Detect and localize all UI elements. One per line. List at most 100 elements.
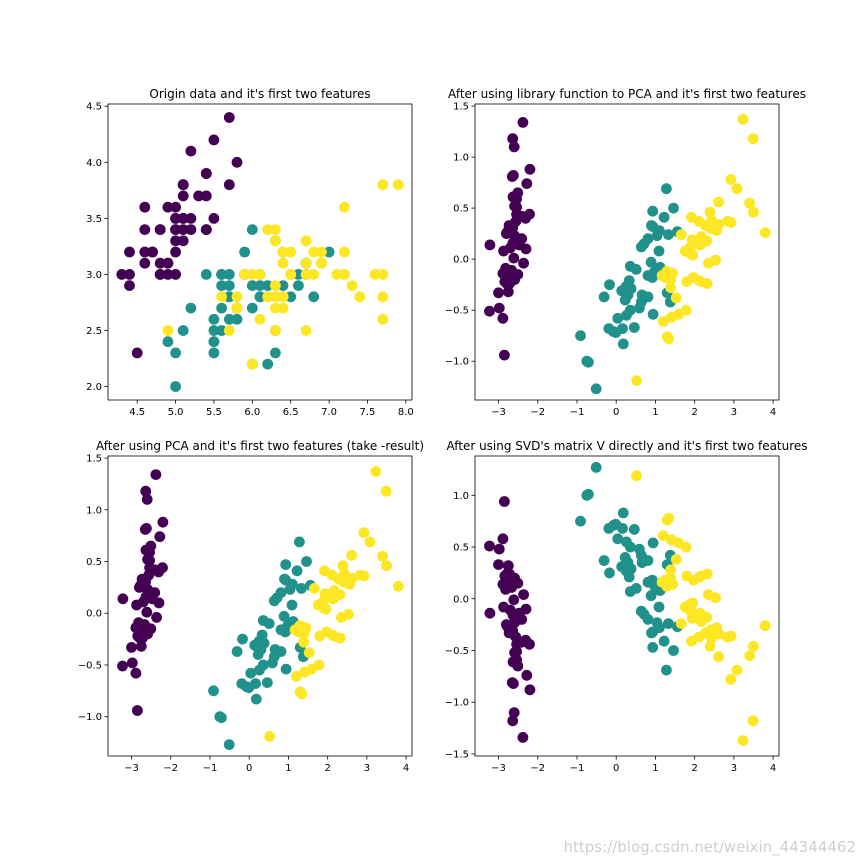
data-point-class-2: [377, 313, 389, 325]
data-point-class-1: [223, 291, 235, 303]
data-point-class-0: [231, 156, 243, 168]
data-point-class-0: [499, 276, 511, 287]
data-point-class-0: [507, 133, 519, 145]
axes-frame: [107, 103, 413, 401]
data-point-class-2: [328, 630, 340, 642]
x-tick-label: 4: [403, 763, 409, 774]
data-point-class-0: [170, 269, 182, 280]
data-point-class-0: [497, 533, 509, 545]
data-point-class-0: [521, 178, 533, 190]
data-point-class-0: [162, 269, 174, 280]
data-point-class-2: [331, 269, 343, 280]
data-point-class-2: [748, 640, 759, 652]
data-point-class-2: [314, 630, 326, 642]
data-point-class-2: [686, 211, 697, 223]
data-point-class-1: [622, 289, 634, 301]
data-point-class-1: [270, 347, 281, 359]
data-point-class-1: [223, 739, 235, 750]
data-point-class-0: [162, 257, 174, 269]
data-point-class-0: [524, 638, 535, 650]
data-point-class-1: [296, 583, 307, 594]
data-point-class-1: [604, 279, 615, 291]
data-point-class-0: [139, 524, 151, 535]
data-point-class-2: [254, 269, 266, 280]
x-tick-label: 3: [364, 763, 370, 774]
data-point-class-0: [511, 646, 522, 657]
data-point-class-1: [668, 645, 679, 656]
x-tick-label: −1: [570, 763, 585, 774]
data-point-class-2: [713, 196, 724, 208]
data-point-class-0: [511, 201, 522, 213]
x-tick-label: 2: [691, 407, 697, 418]
y-tick-label: 3.0: [86, 270, 102, 281]
x-tick-label: 3: [731, 407, 737, 418]
data-point-class-2: [703, 589, 714, 600]
data-point-class-0: [132, 630, 144, 642]
data-point-class-1: [634, 302, 645, 314]
data-point-class-1: [237, 633, 248, 645]
data-point-class-2: [657, 316, 669, 327]
data-point-class-1: [208, 325, 220, 336]
data-point-class-0: [497, 312, 509, 324]
data-point-class-2: [308, 269, 320, 280]
data-point-class-2: [675, 618, 687, 629]
data-point-class-1: [323, 246, 335, 258]
data-point-class-1: [239, 246, 251, 258]
data-point-class-0: [139, 224, 151, 236]
data-point-class-1: [624, 304, 636, 316]
data-point-class-1: [250, 693, 262, 705]
data-point-class-2: [369, 269, 381, 280]
data-point-class-1: [262, 358, 274, 370]
data-point-class-0: [177, 179, 189, 191]
data-point-class-1: [257, 615, 269, 626]
data-point-class-0: [493, 287, 504, 299]
data-point-class-1: [642, 555, 654, 566]
data-point-class-2: [316, 246, 327, 258]
data-point-class-0: [139, 201, 151, 213]
data-point-class-1: [223, 313, 235, 325]
data-point-class-2: [294, 686, 306, 698]
data-point-class-2: [364, 536, 376, 548]
data-point-class-0: [504, 242, 516, 254]
data-point-class-2: [731, 183, 743, 195]
data-point-class-0: [524, 684, 536, 696]
data-point-class-0: [493, 559, 504, 570]
data-point-class-0: [208, 134, 220, 146]
data-point-class-1: [231, 646, 243, 657]
data-point-class-2: [270, 235, 281, 247]
data-point-class-1: [254, 280, 266, 291]
data-point-class-1: [162, 336, 174, 348]
data-point-class-0: [484, 305, 495, 317]
y-tick-label: 3.5: [86, 214, 102, 225]
data-point-class-1: [280, 663, 292, 675]
data-point-class-1: [261, 677, 273, 688]
data-point-class-0: [499, 496, 510, 507]
data-point-class-0: [185, 224, 197, 236]
y-tick-label: 1.5: [86, 454, 102, 465]
y-tick-label: −1.5: [445, 749, 469, 760]
data-point-class-2: [680, 541, 692, 553]
data-point-class-2: [277, 257, 289, 269]
y-tick-label: 4.5: [86, 102, 102, 113]
scatter-points: [117, 466, 404, 750]
data-point-class-0: [154, 269, 166, 280]
data-point-class-1: [646, 220, 657, 231]
data-point-class-1: [642, 614, 654, 625]
data-point-class-1: [236, 678, 248, 689]
data-point-class-1: [651, 230, 663, 242]
y-tick-label: 2.5: [86, 326, 102, 337]
data-point-class-0: [518, 257, 529, 269]
x-tick-label: 5.0: [168, 407, 184, 418]
data-point-class-1: [308, 291, 320, 303]
data-point-class-1: [216, 302, 228, 314]
data-point-class-2: [747, 715, 759, 727]
data-point-class-2: [675, 229, 687, 241]
data-point-class-1: [634, 543, 645, 555]
data-point-class-1: [617, 523, 628, 534]
data-point-class-1: [208, 347, 220, 359]
data-point-class-2: [704, 206, 716, 218]
data-point-class-2: [705, 223, 717, 234]
data-point-class-1: [301, 556, 312, 567]
x-tick-label: −3: [491, 763, 506, 774]
